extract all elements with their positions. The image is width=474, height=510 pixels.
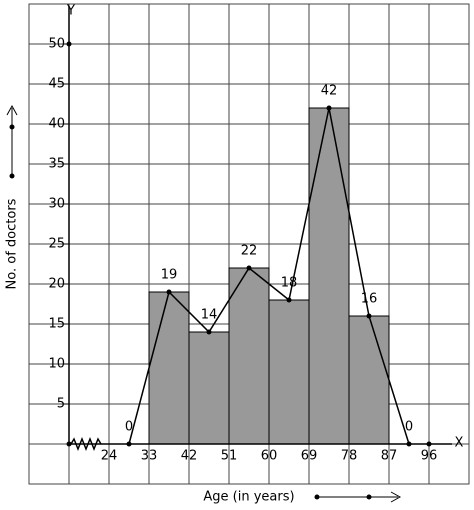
x-tick-label: 96 bbox=[421, 449, 438, 464]
polygon-point bbox=[326, 105, 332, 111]
data-label: 14 bbox=[201, 308, 218, 323]
frequency-polygon: 0 19 14 22 18 42 16 0 bbox=[125, 84, 413, 447]
data-label: 0 bbox=[125, 420, 133, 435]
polygon-point bbox=[246, 265, 252, 271]
y-tick-label: 20 bbox=[48, 277, 65, 292]
axis-dot bbox=[426, 441, 432, 447]
bar bbox=[188, 331, 230, 445]
bar bbox=[308, 107, 350, 445]
grid bbox=[29, 4, 470, 484]
y-axis-name: Y bbox=[66, 4, 75, 19]
y-tick-label: 10 bbox=[48, 357, 65, 372]
x-tick-label: 60 bbox=[261, 449, 278, 464]
data-label: 0 bbox=[405, 420, 413, 435]
y-tick-label: 45 bbox=[48, 77, 65, 92]
polygon-point bbox=[126, 441, 132, 447]
x-tick-label: 24 bbox=[101, 449, 118, 464]
polygon-point bbox=[406, 441, 412, 447]
y-axis-label: No. of doctors bbox=[5, 198, 20, 289]
x-tick-label: 42 bbox=[181, 449, 198, 464]
polygon-point bbox=[206, 329, 212, 335]
x-tick-label: 78 bbox=[341, 449, 358, 464]
x-tick-label: 87 bbox=[381, 449, 398, 464]
data-label: 42 bbox=[321, 84, 338, 99]
origin-dot bbox=[66, 441, 72, 447]
y-tick-label: 5 bbox=[57, 397, 65, 412]
y-tick-label: 50 bbox=[48, 37, 65, 52]
polygon-line bbox=[128, 107, 410, 445]
data-label: 18 bbox=[281, 276, 298, 291]
axis-break bbox=[70, 436, 102, 452]
y-tick-label: 30 bbox=[48, 197, 65, 212]
data-label: 19 bbox=[161, 268, 178, 283]
x-tick-label: 51 bbox=[221, 449, 238, 464]
y-tick-label: 40 bbox=[48, 117, 65, 132]
y-tick-label: 25 bbox=[48, 237, 65, 252]
x-axis-label: Age (in years) bbox=[203, 490, 294, 505]
polygon-point bbox=[166, 289, 172, 295]
data-label: 16 bbox=[361, 292, 378, 307]
data-label: 22 bbox=[241, 244, 258, 259]
x-tick-label: 69 bbox=[301, 449, 318, 464]
y-tick-label: 35 bbox=[48, 157, 65, 172]
x-tick-label: 33 bbox=[141, 449, 158, 464]
bar bbox=[268, 299, 310, 445]
bar bbox=[148, 291, 190, 445]
decoration-arrow bbox=[6, 104, 402, 503]
bars bbox=[148, 107, 390, 445]
polygon-point bbox=[366, 313, 372, 319]
y-tick-label: 15 bbox=[48, 317, 65, 332]
bar bbox=[348, 315, 390, 445]
x-axis-name: X bbox=[455, 436, 464, 451]
bar bbox=[228, 267, 270, 445]
polygon-point bbox=[286, 297, 292, 303]
